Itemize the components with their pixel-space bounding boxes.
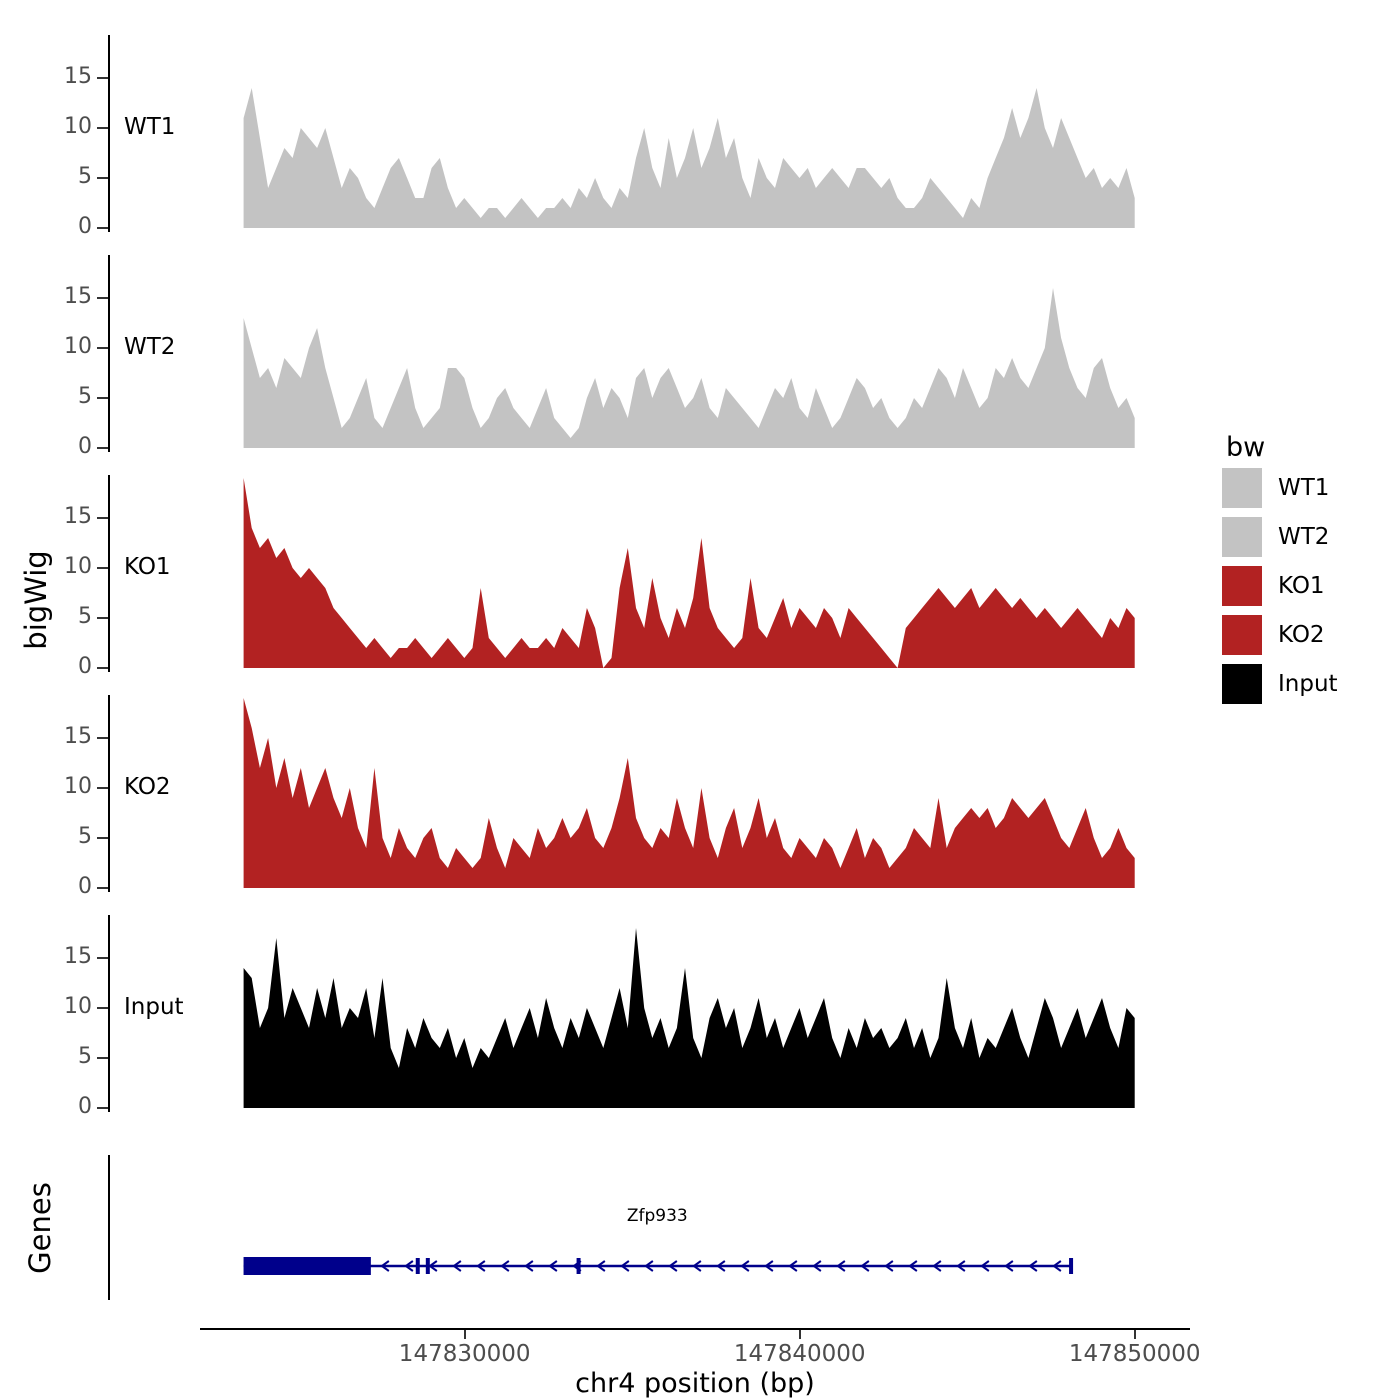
x-axis-line: [200, 1328, 1190, 1330]
track-label-Input: Input: [124, 994, 184, 1020]
y-tick-label: 0: [78, 434, 92, 459]
y-tick-mark: [97, 347, 108, 349]
track-label-WT1: WT1: [124, 114, 176, 140]
x-tick-mark: [463, 1330, 466, 1339]
y-tick-label: 10: [64, 774, 92, 799]
y-axis-line-WT1: [108, 35, 110, 232]
y-tick-mark: [97, 737, 108, 739]
legend-label-WT2: WT2: [1278, 524, 1330, 550]
y-tick-label: 0: [78, 874, 92, 899]
x-tick-mark: [798, 1330, 801, 1339]
y-tick-mark: [97, 177, 108, 179]
y-tick-mark: [97, 567, 108, 569]
y-tick-mark: [97, 667, 108, 669]
legend-key-WT1: [1222, 468, 1262, 508]
legend-key-WT2: [1222, 517, 1262, 557]
y-tick-mark: [97, 227, 108, 229]
y-tick-label: 15: [64, 64, 92, 89]
genes-axis-title: Genes: [23, 1182, 57, 1274]
y-tick-mark: [97, 787, 108, 789]
y-tick-label: 5: [78, 604, 92, 629]
track-label-KO2: KO2: [124, 774, 171, 800]
gene-name-label: Zfp933: [626, 1206, 688, 1226]
legend-label-WT1: WT1: [1278, 475, 1330, 501]
track-area-WT2: [243, 288, 1135, 448]
y-tick-mark: [97, 297, 108, 299]
y-tick-label: 10: [64, 994, 92, 1019]
y-tick-mark: [97, 1057, 108, 1059]
y-tick-label: 15: [64, 504, 92, 529]
x-tick-mark: [1133, 1330, 1136, 1339]
y-tick-label: 5: [78, 164, 92, 189]
track-label-WT2: WT2: [124, 334, 176, 360]
legend-key-KO1: [1222, 566, 1262, 606]
y-tick-label: 10: [64, 114, 92, 139]
y-tick-mark: [97, 517, 108, 519]
x-tick-label: 147840000: [733, 1341, 866, 1367]
y-tick-mark: [97, 1107, 108, 1109]
y-axis-line-WT2: [108, 255, 110, 452]
y-tick-mark: [97, 1007, 108, 1009]
y-tick-label: 15: [64, 284, 92, 309]
y-tick-mark: [97, 887, 108, 889]
y-tick-mark: [97, 837, 108, 839]
y-tick-label: 0: [78, 214, 92, 239]
track-area-WT1: [243, 88, 1135, 228]
y-tick-mark: [97, 957, 108, 959]
y-axis-line-Input: [108, 915, 110, 1112]
y-tick-mark: [97, 127, 108, 129]
gene-model-Zfp933: [243, 1257, 1074, 1275]
y-tick-label: 10: [64, 334, 92, 359]
legend-key-KO2: [1222, 615, 1262, 655]
y-tick-label: 5: [78, 1044, 92, 1069]
y-axis-line-KO2: [108, 695, 110, 892]
y-tick-label: 15: [64, 724, 92, 749]
track-area-Input: [243, 928, 1135, 1108]
y-tick-label: 5: [78, 384, 92, 409]
y-tick-mark: [97, 397, 108, 399]
track-area-KO2: [243, 698, 1135, 888]
y-tick-mark: [97, 617, 108, 619]
x-axis-title: chr4 position (bp): [575, 1368, 815, 1399]
y-axis-line-KO1: [108, 475, 110, 672]
track-label-KO1: KO1: [124, 554, 171, 580]
track-area-KO1: [243, 478, 1135, 668]
genes-axis-line: [108, 1155, 110, 1300]
x-tick-label: 147830000: [398, 1341, 531, 1367]
y-tick-label: 0: [78, 654, 92, 679]
legend-label-KO1: KO1: [1278, 573, 1325, 599]
y-tick-mark: [97, 447, 108, 449]
y-tick-label: 15: [64, 944, 92, 969]
legend-label-KO2: KO2: [1278, 622, 1325, 648]
y-tick-label: 10: [64, 554, 92, 579]
x-tick-label: 147850000: [1068, 1341, 1201, 1367]
legend-label-Input: Input: [1278, 671, 1338, 697]
y-tick-label: 5: [78, 824, 92, 849]
legend-key-Input: [1222, 664, 1262, 704]
y-tick-label: 0: [78, 1094, 92, 1119]
y-tick-mark: [97, 77, 108, 79]
legend-title: bw: [1226, 432, 1266, 463]
